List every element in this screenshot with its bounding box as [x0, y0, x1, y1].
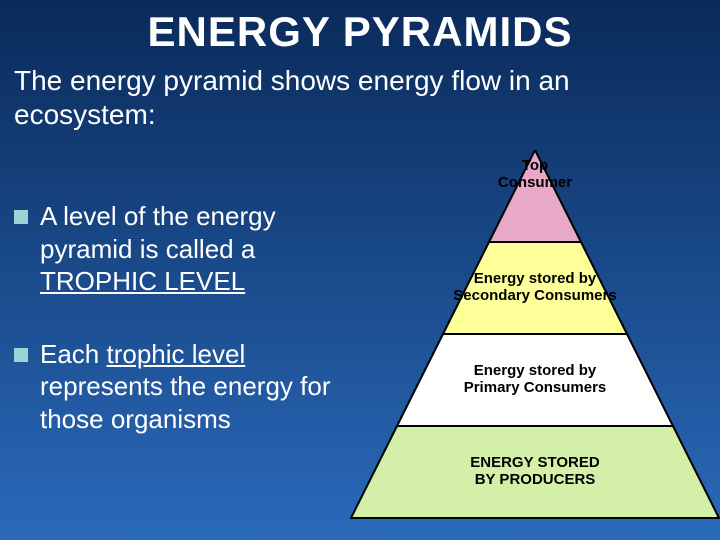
- bullet-text: A level of the energy pyramid is called …: [40, 200, 344, 298]
- pyramid-level-label: TopConsumer: [425, 158, 645, 191]
- bullet-list: A level of the energy pyramid is called …: [14, 200, 344, 475]
- pyramid-level-label: Energy stored byPrimary Consumers: [425, 363, 645, 396]
- bullet-icon: [14, 210, 28, 224]
- bullet-text: Each trophic level represents the energy…: [40, 338, 344, 436]
- subtitle: The energy pyramid shows energy flow in …: [0, 56, 720, 135]
- list-item: A level of the energy pyramid is called …: [14, 200, 344, 298]
- energy-pyramid: TopConsumer Energy stored bySecondary Con…: [350, 150, 720, 520]
- pyramid-level-label: Energy stored bySecondary Consumers: [425, 271, 645, 304]
- list-item: Each trophic level represents the energy…: [14, 338, 344, 436]
- bullet-icon: [14, 348, 28, 362]
- page-title: ENERGY PYRAMIDS: [0, 0, 720, 56]
- pyramid-level-label: ENERGY STOREDBY PRODUCERS: [425, 455, 645, 488]
